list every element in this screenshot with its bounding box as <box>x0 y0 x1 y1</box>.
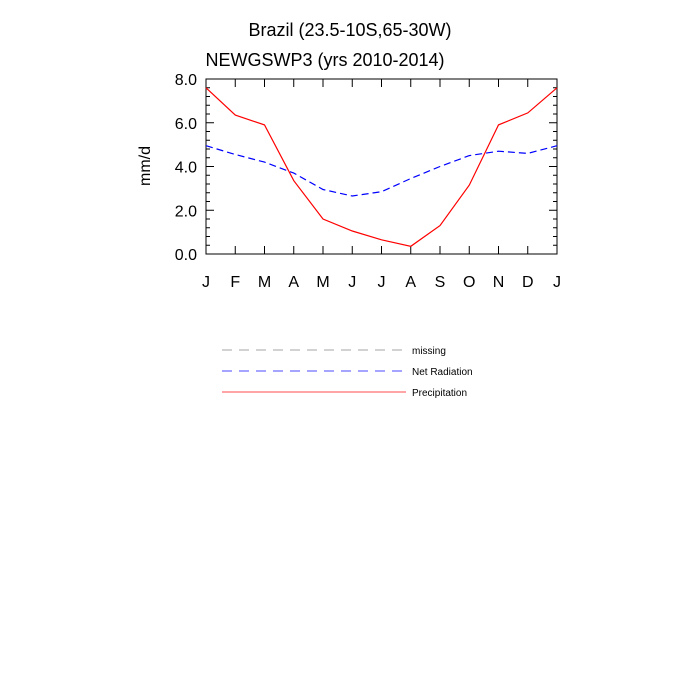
chart-subtitle: NEWGSWP3 (yrs 2010-2014) <box>205 50 444 70</box>
x-tick-label: D <box>522 274 534 291</box>
y-tick-label: 8.0 <box>175 72 197 89</box>
x-tick-label: F <box>230 274 240 291</box>
x-tick-label: J <box>553 274 561 291</box>
x-tick-label: A <box>288 274 299 291</box>
series-line-precipitation <box>205 87 558 247</box>
y-tick-label: 4.0 <box>175 160 197 177</box>
legend-label: Precipitation <box>412 388 467 399</box>
y-axis-label: mm/d <box>137 146 154 186</box>
x-tick-label: J <box>202 274 210 291</box>
x-tick-label: O <box>463 274 475 291</box>
x-tick-label: N <box>493 274 505 291</box>
x-tick-label: S <box>435 274 446 291</box>
plot-area: 0.02.04.06.08.0J F M A M J J A S O N D J <box>175 72 561 291</box>
x-tick-label: J <box>378 274 386 291</box>
x-tick-label: J <box>348 274 356 291</box>
legend-label: Net Radiation <box>412 367 473 378</box>
y-tick-label: 6.0 <box>175 116 197 133</box>
y-tick-label: 0.0 <box>175 247 197 264</box>
plot-frame <box>205 78 558 255</box>
series-line-net-radiation <box>205 145 558 197</box>
legend-label: missing <box>412 346 446 357</box>
x-tick-label: A <box>405 274 416 291</box>
y-tick-label: 2.0 <box>175 203 197 220</box>
x-tick-label: M <box>258 274 271 291</box>
chart-title: Brazil (23.5-10S,65-30W) <box>248 20 451 40</box>
legend: missing Net Radiation Precipitation <box>222 346 473 399</box>
x-tick-label: M <box>316 274 329 291</box>
